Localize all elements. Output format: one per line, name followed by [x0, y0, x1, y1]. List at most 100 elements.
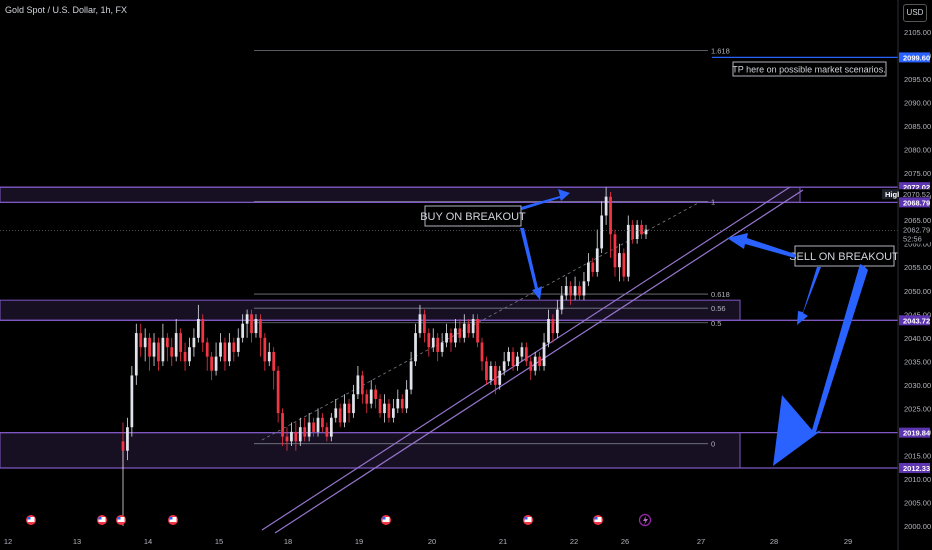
candle-body	[489, 366, 493, 381]
lightning-event-icon[interactable]	[638, 513, 652, 527]
x-tick-label: 15	[215, 537, 223, 546]
x-tick-label: 22	[570, 537, 578, 546]
sell-annotation-text: SELL ON BREAKOUT	[789, 251, 899, 263]
candle-body	[374, 389, 378, 399]
fib-label-1: 1	[711, 197, 715, 206]
candle-body	[524, 347, 528, 362]
candle-body	[196, 318, 200, 338]
candle-body	[538, 356, 542, 367]
zone-0	[0, 186, 801, 203]
candle-body	[511, 351, 515, 367]
candle-body	[613, 234, 617, 268]
candle-body	[183, 351, 187, 362]
candle-body	[152, 342, 156, 357]
candle-body	[591, 262, 595, 272]
fibonacci-layer: 1.618 1 0.618 0.56 0.5 0	[254, 46, 730, 449]
candle-body	[418, 314, 422, 334]
tp-annotation-box[interactable]	[732, 61, 887, 77]
us-event-icon[interactable]	[116, 515, 126, 525]
candle-body	[471, 318, 475, 334]
us-event-icon[interactable]	[97, 515, 107, 525]
y-tick-label: 2040.00	[904, 334, 931, 343]
y-tick-label: 2085.00	[904, 122, 931, 131]
candle-body	[307, 422, 311, 437]
candle-body	[578, 286, 581, 296]
candle-body	[227, 342, 231, 362]
price-tag-1: 2072.02	[899, 182, 930, 193]
y-tick-label: 2075.00	[904, 169, 931, 178]
price-tag-7: 2012.33	[899, 462, 930, 473]
candle-body	[387, 403, 391, 418]
us-event-icon[interactable]	[523, 515, 533, 525]
buy-annotation-text: BUY ON BREAKOUT	[420, 211, 526, 223]
tp-annotation-text: TP here on possible market scenarios.	[732, 65, 885, 75]
candle-body	[365, 394, 369, 404]
svg-text:2099.60: 2099.60	[903, 53, 930, 62]
candle-body	[210, 356, 214, 371]
candle-body	[205, 342, 209, 357]
candle-body	[267, 351, 271, 362]
x-tick-label: 12	[4, 537, 12, 546]
candle-body	[542, 342, 546, 367]
candle-body	[321, 417, 324, 428]
candle-body	[170, 347, 174, 357]
candle-body	[134, 333, 138, 376]
x-tick-label: 27	[697, 537, 705, 546]
buy-annotation-box[interactable]	[424, 205, 522, 227]
candle-body	[555, 309, 559, 334]
fib-label-0: 1.618	[711, 46, 730, 55]
fib-label-5: 0	[711, 440, 715, 449]
y-tick-label: 2060.00	[904, 240, 931, 249]
candle-body	[423, 314, 426, 334]
candle-body	[263, 337, 267, 362]
y-tick-label: 2025.00	[904, 404, 931, 413]
symbol-title[interactable]: Gold Spot / U.S. Dollar, 1h, FX	[5, 5, 128, 15]
svg-text:2012.33: 2012.33	[903, 464, 930, 473]
candle-body	[529, 361, 533, 371]
candle-body	[192, 337, 196, 348]
candle-body	[148, 337, 151, 357]
candle-body	[445, 333, 448, 343]
y-tick-label: 2105.00	[904, 28, 931, 37]
fib-label-2: 0.618	[711, 290, 730, 299]
candle-body	[219, 342, 222, 357]
svg-text:2072.02: 2072.02	[903, 183, 930, 192]
candle-body	[360, 375, 364, 395]
candle-body	[462, 323, 466, 338]
candle-body	[241, 323, 245, 338]
candle-body	[294, 431, 298, 442]
arrow-buy-to-top	[521, 189, 570, 210]
us-event-icon[interactable]	[26, 515, 36, 525]
candle-body	[329, 417, 333, 437]
x-tick-label: 26	[621, 537, 629, 546]
candle-body	[174, 333, 178, 357]
candle-body	[334, 408, 338, 418]
currency-button[interactable]: USD	[903, 4, 927, 22]
arrow-sell-to-target	[773, 264, 868, 466]
price-tag-0: 2099.60	[899, 52, 930, 63]
us-event-icon[interactable]	[593, 515, 603, 525]
candle-body	[281, 413, 284, 437]
candle-body	[547, 318, 550, 343]
candle-body	[414, 333, 417, 362]
candle-body	[400, 398, 404, 409]
arrow-buy-to-breakout	[520, 228, 542, 300]
candle-body	[600, 215, 604, 249]
us-event-icon[interactable]	[168, 515, 178, 525]
candle-body	[573, 286, 577, 296]
annotations-layer: BUY ON BREAKOUT SELL ON BREAKOUT TP here…	[420, 61, 899, 466]
fib-label-4: 0.5	[711, 319, 721, 328]
us-event-icon[interactable]	[381, 515, 391, 525]
candle-body	[126, 427, 129, 451]
candle-body	[533, 356, 537, 371]
arrow-sell-to-channel	[727, 233, 795, 258]
candle-body	[502, 361, 506, 371]
candle-body	[272, 351, 276, 371]
candle-body	[201, 318, 205, 343]
candle-body	[356, 375, 360, 395]
candle-body	[232, 342, 236, 352]
candle-body	[276, 370, 280, 414]
y-tick-label: 2055.00	[904, 263, 931, 272]
candle-body	[405, 389, 409, 409]
